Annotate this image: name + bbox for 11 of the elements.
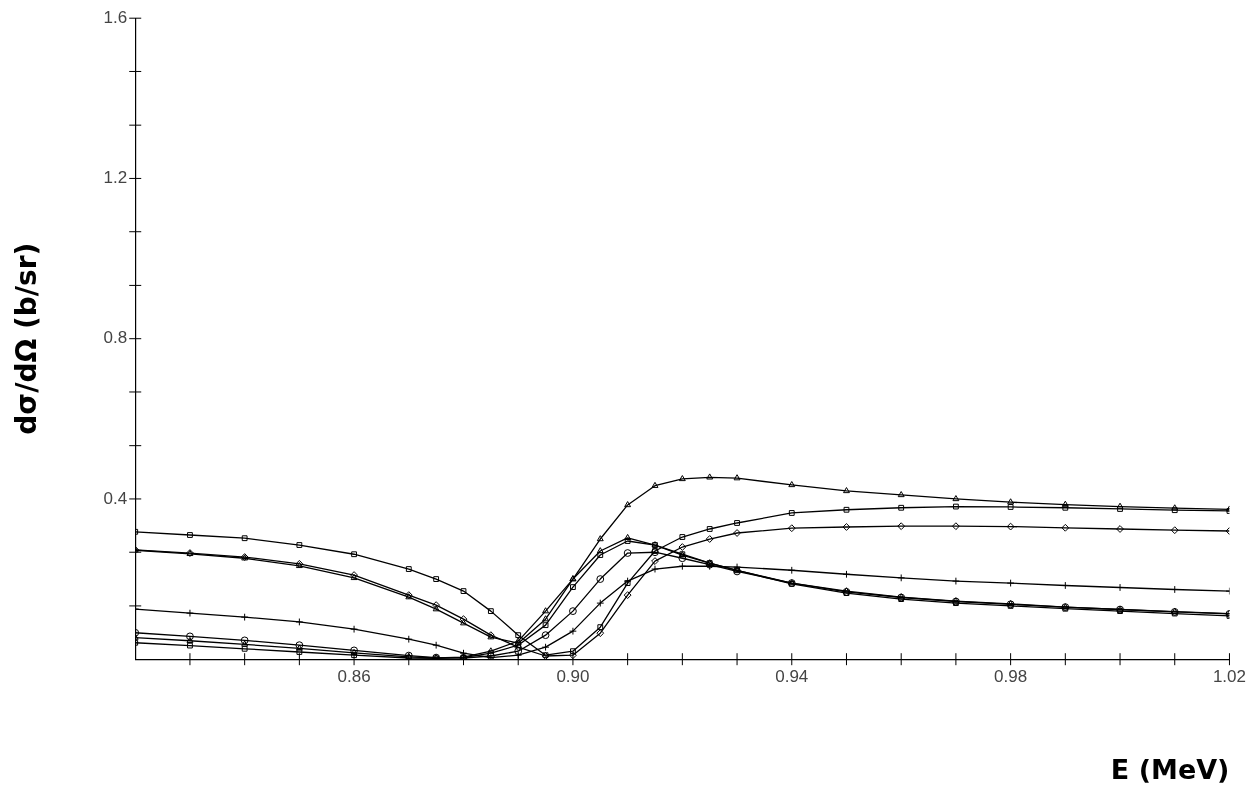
x-tick-label: 0.90 xyxy=(556,667,590,687)
x-axis-title: E (MeV) xyxy=(1110,753,1230,785)
y-tick-label: 0.8 xyxy=(103,328,128,348)
y-tick-label: 0.4 xyxy=(103,488,128,508)
y-tick-label: 1.6 xyxy=(103,7,128,27)
y-tick-label: 1.2 xyxy=(103,168,128,188)
x-tick-label: 0.86 xyxy=(337,667,371,687)
y-axis-title: dσ/dΩ (b/sr) xyxy=(10,242,44,435)
x-tick-label: 0.98 xyxy=(994,667,1028,687)
x-tick-label: 1.02 xyxy=(1212,667,1246,687)
x-tick-label: 0.94 xyxy=(775,667,809,687)
